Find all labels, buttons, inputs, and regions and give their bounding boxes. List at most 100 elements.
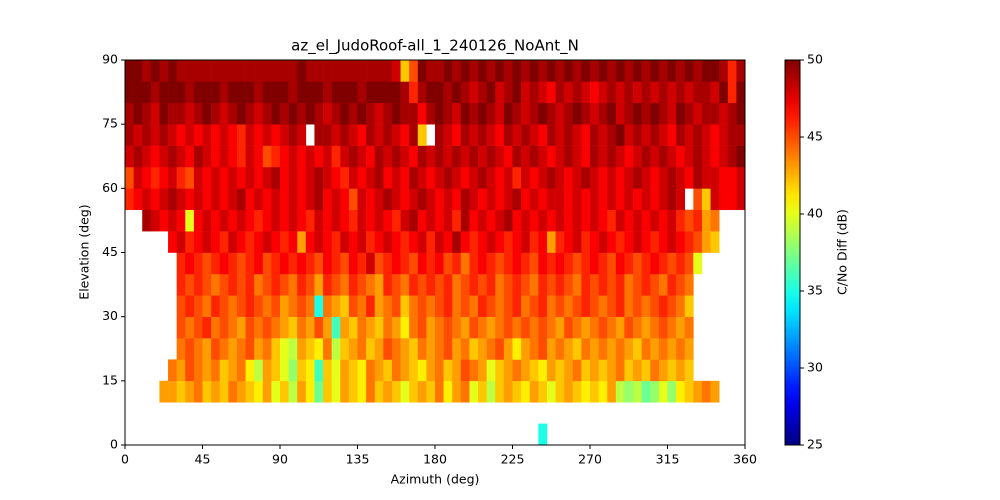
heatmap-cell xyxy=(400,316,410,339)
heatmap-cell xyxy=(435,102,444,125)
heatmap-cell xyxy=(150,81,160,104)
heatmap-cell xyxy=(615,102,625,125)
x-tick-label: 315 xyxy=(656,452,680,467)
heatmap-cell xyxy=(228,231,238,253)
heatmap-cell xyxy=(460,295,470,317)
heatmap-cell xyxy=(555,231,565,253)
heatmap-cell xyxy=(391,231,401,253)
heatmap-cell xyxy=(581,81,591,104)
heatmap-cell xyxy=(348,188,358,211)
heatmap-cell xyxy=(658,316,668,339)
heatmap-cell xyxy=(383,102,393,125)
heatmap-cell xyxy=(658,380,668,403)
x-tick-label: 45 xyxy=(195,452,211,467)
heatmap-cell xyxy=(435,60,444,82)
heatmap-cell xyxy=(529,60,539,82)
heatmap-cell xyxy=(590,231,599,253)
heatmap-cell xyxy=(529,166,539,189)
heatmap-cell xyxy=(521,273,531,296)
heatmap-cell xyxy=(228,60,238,82)
heatmap-cell xyxy=(383,252,393,275)
heatmap-cell xyxy=(409,316,419,339)
heatmap-cell xyxy=(693,166,703,189)
heatmap-cell xyxy=(331,209,341,232)
heatmap-cell xyxy=(150,102,160,125)
heatmap-cell xyxy=(486,316,496,339)
heatmap-cell xyxy=(288,359,298,382)
heatmap-cell xyxy=(383,124,393,146)
heatmap-cell xyxy=(288,81,298,104)
heatmap-cell xyxy=(546,81,556,104)
heatmap-cell xyxy=(624,166,634,189)
heatmap-cell xyxy=(443,252,453,275)
heatmap-cell xyxy=(521,81,531,104)
heatmap-cell xyxy=(374,209,384,232)
heatmap-cell xyxy=(435,316,444,339)
heatmap-cell xyxy=(211,231,221,253)
heatmap-cell xyxy=(555,252,565,275)
heatmap-cell xyxy=(366,338,376,360)
heatmap-cell xyxy=(736,60,746,82)
heatmap-cell xyxy=(340,60,350,82)
heatmap-cell xyxy=(262,273,272,296)
heatmap-cell xyxy=(280,273,289,296)
heatmap-cell xyxy=(598,102,608,125)
heatmap-cell xyxy=(727,102,737,125)
heatmap-cell xyxy=(598,338,608,360)
heatmap-cell xyxy=(185,145,195,168)
heatmap-cell xyxy=(710,81,720,104)
heatmap-cell xyxy=(607,338,617,360)
heatmap-cell xyxy=(486,166,496,189)
heatmap-cell xyxy=(572,359,582,382)
heatmap-cell xyxy=(245,209,255,232)
heatmap-cell xyxy=(271,60,281,82)
heatmap-cell xyxy=(280,145,289,168)
heatmap-cell xyxy=(202,252,212,275)
heatmap-cell xyxy=(297,81,307,104)
heatmap-cell xyxy=(546,316,556,339)
heatmap-cell xyxy=(391,102,401,125)
heatmap-cell xyxy=(590,316,599,339)
heatmap-cell xyxy=(503,359,513,382)
heatmap-cell xyxy=(245,188,255,211)
heatmap-cell xyxy=(555,102,565,125)
heatmap-cell xyxy=(581,380,591,403)
heatmap-cell xyxy=(650,338,660,360)
heatmap-cell xyxy=(193,166,203,189)
heatmap-cell xyxy=(374,102,384,125)
heatmap-cell xyxy=(478,231,487,253)
heatmap-cell xyxy=(469,102,479,125)
heatmap-cell xyxy=(469,145,479,168)
heatmap-cell xyxy=(684,252,694,275)
heatmap-cell xyxy=(624,60,634,82)
heatmap-cell xyxy=(581,60,591,82)
heatmap-cell xyxy=(495,316,505,339)
heatmap-cell xyxy=(391,273,401,296)
heatmap-cell xyxy=(667,60,677,82)
heatmap-cell xyxy=(693,145,703,168)
heatmap-cell xyxy=(228,338,238,360)
heatmap-cell xyxy=(331,252,341,275)
heatmap-cell xyxy=(383,273,393,296)
heatmap-cell xyxy=(314,359,324,382)
heatmap-cell xyxy=(297,380,307,403)
heatmap-cell xyxy=(495,252,505,275)
heatmap-cell xyxy=(245,102,255,125)
heatmap-cell xyxy=(512,359,522,382)
heatmap-cell xyxy=(340,338,350,360)
heatmap-cell xyxy=(236,316,246,339)
heatmap-cell xyxy=(288,295,298,317)
heatmap-cell xyxy=(193,60,203,82)
heatmap-cell xyxy=(133,102,143,125)
heatmap-cell xyxy=(400,209,410,232)
heatmap-cell xyxy=(236,273,246,296)
heatmap-cell xyxy=(529,188,539,211)
heatmap-cell xyxy=(564,81,574,104)
heatmap-cell xyxy=(176,60,186,82)
heatmap-cell xyxy=(572,145,582,168)
heatmap-cell xyxy=(280,209,289,232)
heatmap-cell xyxy=(133,81,143,104)
heatmap-cell xyxy=(228,124,238,146)
heatmap-cell xyxy=(452,231,462,253)
